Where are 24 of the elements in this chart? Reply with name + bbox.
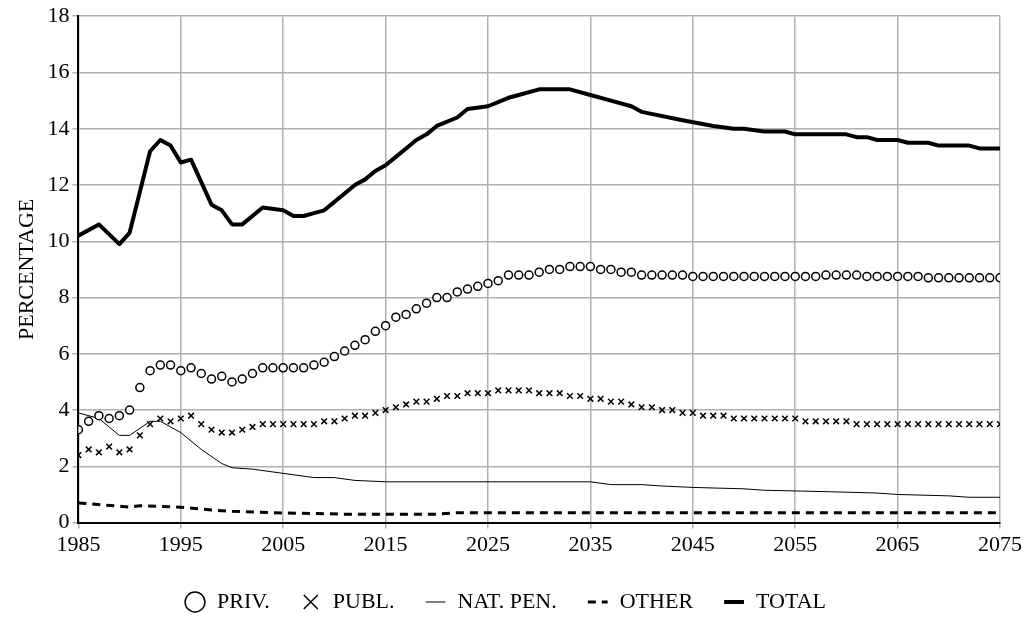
x-tick-label: 2045 [670,530,715,556]
y-tick-label: 16 [47,58,70,84]
y-tick-label: 8 [58,283,70,309]
x-tick-label: 2075 [978,530,1022,556]
x-tick-label: 2065 [875,530,920,556]
y-tick-label: 12 [47,170,70,196]
legend-label: TOTAL [756,587,826,613]
y-tick-label: 2 [58,452,70,478]
y-tick-label: 6 [58,339,70,365]
x-tick-label: 2005 [261,530,306,556]
y-tick-label: 10 [47,227,70,253]
legend-label: OTHER [619,587,694,613]
x-tick-label: 2015 [363,530,408,556]
y-tick-label: 4 [58,395,70,421]
x-tick-label: 2035 [568,530,613,556]
x-tick-label: 2025 [466,530,510,556]
y-tick-label: 14 [47,114,70,140]
y-axis-title: PERCENTAGE [12,198,38,341]
legend-label: PRIV. [217,587,270,613]
legend-label: NAT. PEN. [457,587,557,613]
x-tick-label: 2055 [773,530,818,556]
legend-label: PUBL. [332,587,395,613]
x-tick-label: 1995 [158,530,203,556]
y-tick-label: 18 [47,1,70,27]
